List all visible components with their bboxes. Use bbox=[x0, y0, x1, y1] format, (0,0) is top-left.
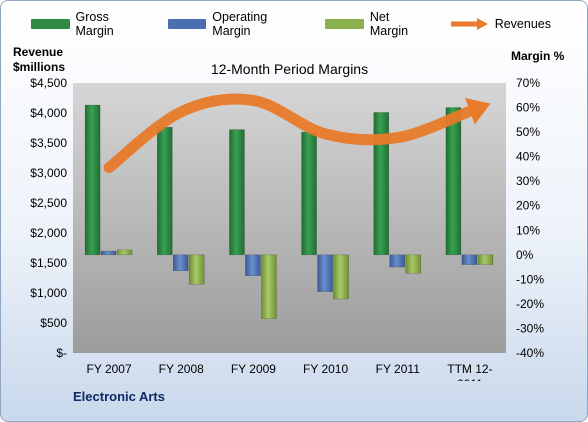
left-tick-label: $4,000 bbox=[30, 106, 67, 120]
net-margin-bar bbox=[116, 249, 133, 256]
right-tick-label: -20% bbox=[516, 297, 544, 311]
left-tick-label: $1,000 bbox=[30, 286, 67, 300]
left-axis-label-line1: Revenue bbox=[13, 45, 64, 59]
revenue-series bbox=[103, 93, 491, 174]
operating-margin-bar bbox=[317, 254, 333, 292]
gross-margin-bar bbox=[373, 112, 390, 256]
net-margin-bar bbox=[333, 254, 349, 300]
right-tick-label: 20% bbox=[516, 199, 540, 213]
left-axis-ticks: $- $500 $1,000 $1,500 $2,000 $2,500 $3,000 $3,5… bbox=[30, 76, 67, 360]
net-margin-bar bbox=[477, 254, 494, 265]
right-axis-ticks: -40% -30% -20% -10% 0% 10% 20% 30% 40% 50% 60% 70% bbox=[516, 76, 544, 360]
right-tick-label: -30% bbox=[516, 321, 544, 335]
left-axis-label: Revenue $millions bbox=[13, 45, 65, 75]
revenue-arrowhead bbox=[465, 98, 491, 125]
net-margin-bar bbox=[188, 254, 205, 285]
category-label: 2011 bbox=[457, 377, 483, 381]
legend-operating-swatch bbox=[167, 19, 207, 29]
category-label: FY 2009 bbox=[231, 362, 276, 376]
left-tick-label: $3,500 bbox=[30, 136, 67, 150]
legend-gross-swatch bbox=[31, 19, 70, 29]
left-tick-label: $2,500 bbox=[30, 196, 67, 210]
category-label: FY 2008 bbox=[159, 362, 204, 376]
gross-margin-bar bbox=[156, 126, 173, 256]
operating-margin-bar bbox=[389, 254, 406, 268]
legend-revenues-swatch bbox=[449, 17, 489, 31]
revenue-line bbox=[103, 93, 476, 174]
legend-revenues-label: Revenues bbox=[494, 17, 551, 31]
gross-margin-bar bbox=[84, 104, 101, 256]
gross-margin-bar bbox=[301, 131, 317, 256]
legend-revenues-arrow bbox=[450, 18, 488, 30]
left-tick-label: $4,500 bbox=[30, 76, 67, 90]
category-labels: FY 2007 FY 2008 FY 2009 FY 2010 FY 2011 TTM 1… bbox=[87, 362, 493, 381]
category-label: TTM 12- bbox=[447, 362, 492, 376]
right-tick-label: 0% bbox=[516, 248, 534, 262]
legend-operating-margin: Operating Margin bbox=[167, 10, 306, 38]
category-label: FY 2011 bbox=[376, 362, 421, 376]
right-axis-label: Margin % bbox=[511, 49, 565, 63]
left-tick-label: $- bbox=[56, 346, 67, 360]
net-margin-bar bbox=[405, 254, 422, 274]
right-tick-label: 70% bbox=[516, 76, 540, 90]
right-tick-label: -40% bbox=[516, 346, 544, 360]
operating-margin-bar bbox=[245, 254, 261, 276]
category-label: FY 2007 bbox=[87, 362, 132, 376]
right-tick-label: 40% bbox=[516, 150, 540, 164]
legend-net-margin: Net Margin bbox=[325, 10, 428, 38]
operating-margin-bar bbox=[461, 254, 478, 265]
right-tick-label: 50% bbox=[516, 125, 540, 139]
operating-margin-bar bbox=[100, 250, 117, 256]
legend-net-label: Net Margin bbox=[369, 10, 409, 38]
left-axis-label-line2: $millions bbox=[13, 60, 66, 74]
legend: Gross Margin Operating Margin Net Margin… bbox=[31, 10, 571, 38]
company-name: Electronic Arts bbox=[73, 389, 165, 404]
left-tick-label: $500 bbox=[40, 316, 67, 330]
right-tick-label: 10% bbox=[516, 223, 540, 237]
legend-net-swatch bbox=[325, 19, 364, 29]
category-label: FY 2010 bbox=[303, 362, 348, 376]
operating-margin-bar bbox=[172, 254, 189, 272]
gross-margin-bar bbox=[445, 107, 462, 256]
gross-margin-bar bbox=[229, 129, 245, 256]
right-tick-label: -10% bbox=[516, 272, 544, 286]
left-tick-label: $3,000 bbox=[30, 166, 67, 180]
legend-gross-label: Gross Margin bbox=[75, 10, 114, 38]
right-tick-label: 60% bbox=[516, 101, 540, 115]
right-tick-label: 30% bbox=[516, 174, 540, 188]
chart-svg: 12-Month Period Margins $- $500 $1,000 $1,5… bbox=[30, 61, 544, 381]
left-tick-label: $1,500 bbox=[30, 256, 67, 270]
legend-operating-label: Operating Margin bbox=[212, 10, 268, 38]
legend-gross-margin: Gross Margin bbox=[31, 10, 148, 38]
left-tick-label: $2,000 bbox=[30, 226, 67, 240]
legend-revenues: Revenues bbox=[449, 17, 551, 31]
chart-title: 12-Month Period Margins bbox=[211, 61, 368, 77]
bars bbox=[84, 104, 494, 319]
net-margin-bar bbox=[261, 254, 277, 319]
